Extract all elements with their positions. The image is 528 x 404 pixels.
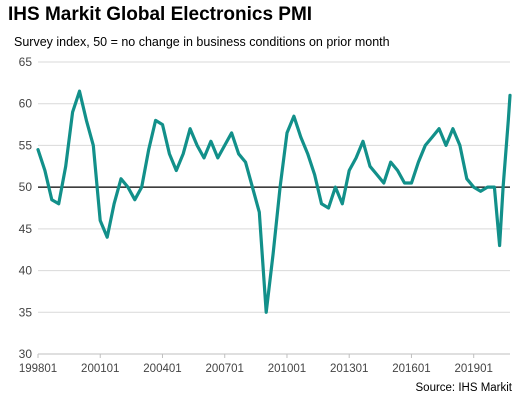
source-note: Source: IHS Markit [415,382,513,394]
y-axis-ticks: 30 35 40 45 50 55 60 65 [19,55,33,361]
x-tick-label: 200401 [143,363,181,375]
chart-title: IHS Markit Global Electronics PMI [8,4,313,25]
x-tick-label: 201601 [392,363,430,375]
x-tick-label: 201001 [268,363,306,375]
gridlines [38,61,510,313]
x-tick-label: 201901 [455,363,493,375]
x-axis-ticks: 199801 200101 200401 200701 201001 201301 2016… [19,354,493,375]
chart-subtitle: Survey index, 50 = no change in business… [14,35,390,49]
y-tick-label: 60 [19,97,33,111]
y-tick-label: 65 [19,55,33,69]
pmi-series-line [36,89,512,314]
y-tick-label: 50 [19,180,33,194]
y-tick-label: 55 [19,138,33,152]
y-tick-label: 30 [19,347,33,361]
x-tick-label: 200701 [206,363,244,375]
x-tick-label: 199801 [19,363,57,375]
y-tick-label: 45 [19,222,33,236]
y-tick-label: 35 [19,305,33,319]
y-tick-label: 40 [19,264,33,278]
x-tick-label: 200101 [81,363,119,375]
x-tick-label: 201301 [330,363,368,375]
